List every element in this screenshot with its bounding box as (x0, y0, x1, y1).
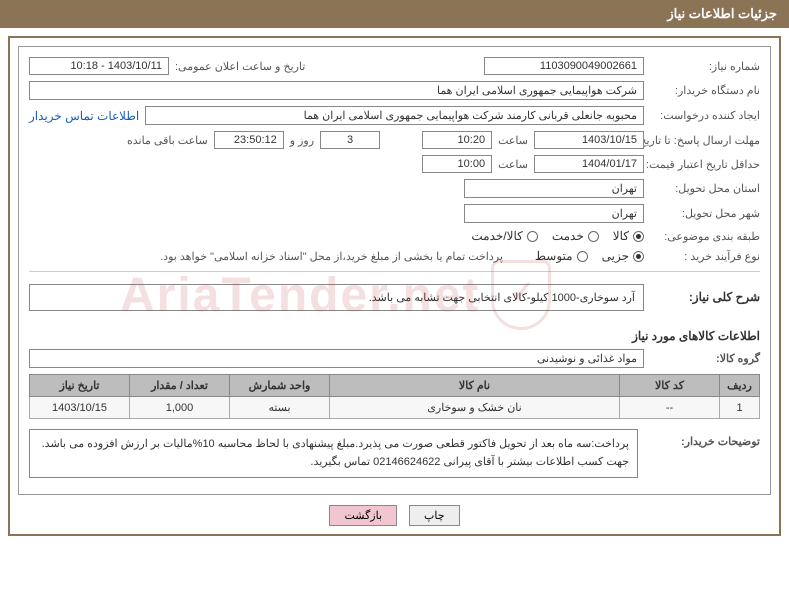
outer-frame: شماره نیاز: 1103090049002661 تاریخ و ساع… (8, 36, 781, 536)
cell-unit: بسته (230, 397, 330, 419)
purchase-type-radio-group: جزیی متوسط (535, 249, 644, 263)
validity-time: 10:00 (422, 155, 492, 173)
row-city: شهر محل تحویل: تهران (29, 204, 760, 223)
province-label: استان محل تحویل: (650, 182, 760, 195)
payment-note: پرداخت تمام یا بخشی از مبلغ خرید،از محل … (160, 250, 503, 263)
row-requester: ایجاد کننده درخواست: محبوبه جانعلی قربان… (29, 106, 760, 125)
goods-table: ردیف کد کالا نام کالا واحد شمارش تعداد /… (29, 374, 760, 419)
th-date: تاریخ نیاز (30, 375, 130, 397)
buyer-desc-label: توضیحات خریدار: (650, 429, 760, 448)
row-buyer-org: نام دستگاه خریدار: شرکت هواپیمایی جمهوری… (29, 81, 760, 100)
print-button[interactable]: چاپ (409, 505, 460, 526)
province-value: تهران (464, 179, 644, 198)
time-label-1: ساعت (498, 134, 528, 147)
cell-code: -- (620, 397, 720, 419)
ptype-medium-radio[interactable]: متوسط (535, 249, 588, 263)
summary-text: آرد سوخاری-1000 کیلو-کالای انتخابی جهت ت… (29, 284, 644, 311)
radio-icon (527, 231, 538, 242)
ptype-partial-radio[interactable]: جزیی (602, 249, 644, 263)
row-purchase-type: نوع فرآیند خرید : جزیی متوسط پرداخت تمام… (29, 249, 760, 263)
cell-date: 1403/10/15 (30, 397, 130, 419)
cat-goods-service-label: کالا/خدمت (471, 229, 522, 243)
row-need-number: شماره نیاز: 1103090049002661 تاریخ و ساع… (29, 57, 760, 75)
row-category: طبقه بندی موضوعی: کالا خدمت کالا/خدمت (29, 229, 760, 243)
announce-value: 1403/10/11 - 10:18 (29, 57, 169, 75)
city-label: شهر محل تحویل: (650, 207, 760, 220)
row-buyer-desc: توضیحات خریدار: پرداخت:سه ماه بعد از تحو… (29, 429, 760, 478)
th-unit: واحد شمارش (230, 375, 330, 397)
ptype-medium-label: متوسط (535, 249, 573, 263)
buyer-org-label: نام دستگاه خریدار: (650, 84, 760, 97)
row-province: استان محل تحویل: تهران (29, 179, 760, 198)
requester-value: محبوبه جانعلی قربانی کارمند شرکت هواپیما… (145, 106, 644, 125)
category-radio-group: کالا خدمت کالا/خدمت (471, 229, 644, 243)
countdown: 23:50:12 (214, 131, 284, 149)
requester-label: ایجاد کننده درخواست: (650, 109, 760, 122)
validity-label: حداقل تاریخ اعتبار قیمت: تا تاریخ: (650, 158, 760, 171)
reply-date: 1403/10/15 (534, 131, 644, 149)
category-label: طبقه بندی موضوعی: (650, 230, 760, 243)
group-label: گروه کالا: (650, 352, 760, 365)
th-name: نام کالا (330, 375, 620, 397)
page-header: جزئیات اطلاعات نیاز (0, 0, 789, 28)
radio-icon (633, 231, 644, 242)
purchase-type-label: نوع فرآیند خرید : (650, 250, 760, 263)
need-number-label: شماره نیاز: (650, 60, 760, 73)
th-row: ردیف (720, 375, 760, 397)
row-validity: حداقل تاریخ اعتبار قیمت: تا تاریخ: 1404/… (29, 155, 760, 173)
cell-qty: 1,000 (130, 397, 230, 419)
header-title: جزئیات اطلاعات نیاز (667, 6, 777, 21)
radio-icon (633, 251, 644, 262)
announce-label: تاریخ و ساعت اعلان عمومی: (175, 60, 305, 73)
row-group: گروه کالا: مواد غذائی و نوشیدنی (29, 349, 760, 368)
ptype-partial-label: جزیی (602, 249, 629, 263)
time-label-2: ساعت (498, 158, 528, 171)
button-row: چاپ بازگشت (18, 505, 771, 526)
buyer-desc-text: پرداخت:سه ماه بعد از تحویل فاکتور قطعی ص… (29, 429, 638, 478)
cat-service-radio[interactable]: خدمت (552, 229, 599, 243)
table-row: 1 -- نان خشک و سوخاری بسته 1,000 1403/10… (30, 397, 760, 419)
cat-goods-service-radio[interactable]: کالا/خدمت (471, 229, 537, 243)
goods-section-title: اطلاعات کالاهای مورد نیاز (29, 329, 760, 343)
days-and-label: روز و (290, 134, 314, 147)
validity-date: 1404/01/17 (534, 155, 644, 173)
city-value: تهران (464, 204, 644, 223)
cat-goods-label: کالا (613, 229, 629, 243)
group-value: مواد غذائی و نوشیدنی (29, 349, 644, 368)
cell-idx: 1 (720, 397, 760, 419)
reply-time: 10:20 (422, 131, 492, 149)
summary-label: شرح کلی نیاز: (650, 290, 760, 304)
inner-frame: شماره نیاز: 1103090049002661 تاریخ و ساع… (18, 46, 771, 495)
radio-icon (577, 251, 588, 262)
cat-service-label: خدمت (552, 229, 584, 243)
radio-icon (588, 231, 599, 242)
need-number-value: 1103090049002661 (484, 57, 644, 75)
buyer-org-value: شرکت هواپیمایی جمهوری اسلامی ایران هما (29, 81, 644, 100)
back-button[interactable]: بازگشت (329, 505, 397, 526)
row-summary: شرح کلی نیاز: آرد سوخاری-1000 کیلو-کالای… (29, 280, 760, 319)
th-qty: تعداد / مقدار (130, 375, 230, 397)
cell-name: نان خشک و سوخاری (330, 397, 620, 419)
contact-link[interactable]: اطلاعات تماس خریدار (29, 109, 139, 123)
cat-goods-radio[interactable]: کالا (613, 229, 644, 243)
row-reply-deadline: مهلت ارسال پاسخ: تا تاریخ: 1403/10/15 سا… (29, 131, 760, 149)
table-header-row: ردیف کد کالا نام کالا واحد شمارش تعداد /… (30, 375, 760, 397)
th-code: کد کالا (620, 375, 720, 397)
days-count: 3 (320, 131, 380, 149)
remaining-label: ساعت باقی مانده (127, 134, 208, 147)
reply-deadline-label: مهلت ارسال پاسخ: تا تاریخ: (650, 134, 760, 147)
